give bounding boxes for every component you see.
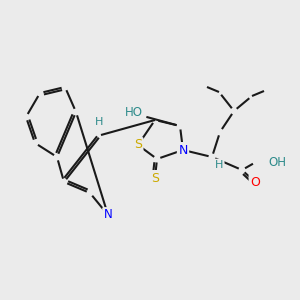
Text: N: N: [178, 143, 188, 157]
Text: H: H: [95, 117, 103, 127]
Text: N: N: [103, 208, 112, 221]
Text: OH: OH: [268, 155, 286, 169]
Text: HO: HO: [125, 106, 143, 118]
Text: O: O: [250, 176, 260, 188]
Text: S: S: [151, 172, 159, 184]
Text: S: S: [134, 139, 142, 152]
Text: H: H: [215, 160, 223, 170]
